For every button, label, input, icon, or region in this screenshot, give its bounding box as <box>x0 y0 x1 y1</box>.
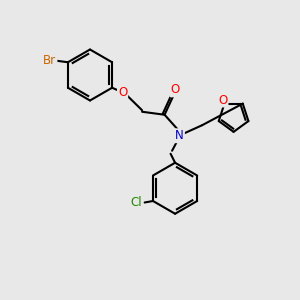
Text: N: N <box>175 129 184 142</box>
Text: Cl: Cl <box>131 196 142 209</box>
Text: Br: Br <box>44 54 56 67</box>
Text: O: O <box>118 86 127 99</box>
Text: O: O <box>218 94 227 106</box>
Text: O: O <box>170 83 180 96</box>
